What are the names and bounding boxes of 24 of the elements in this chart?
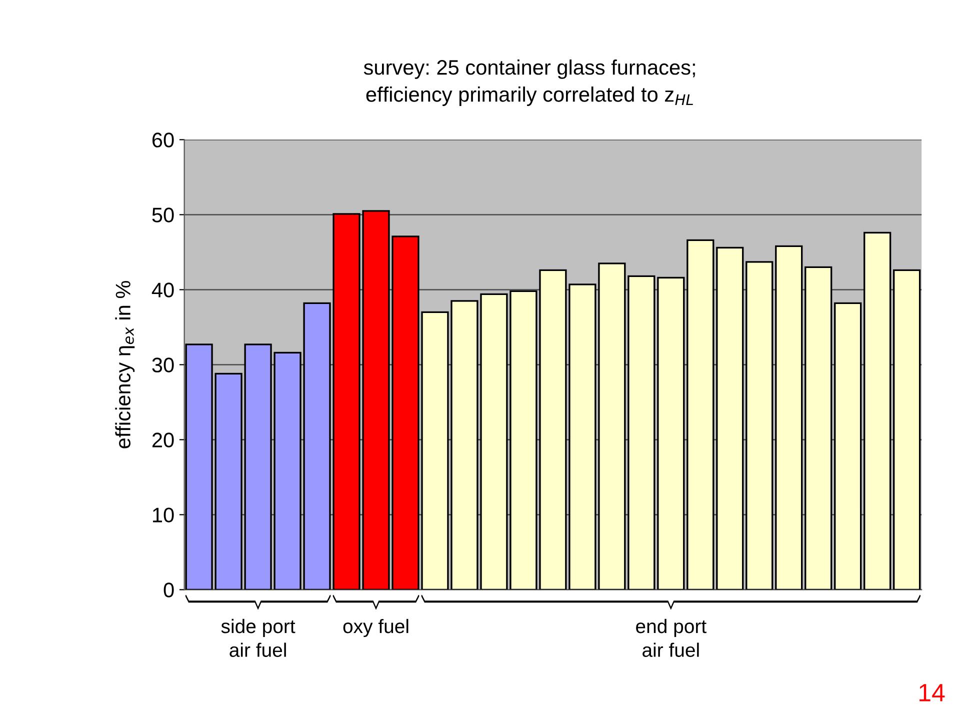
bar xyxy=(598,262,626,590)
y-tick-label: 0 xyxy=(164,582,174,598)
text: oxy fuel xyxy=(343,618,408,638)
y-tick-label: 30 xyxy=(152,358,174,372)
text: 14 xyxy=(920,684,945,702)
text: end port air fuel xyxy=(636,618,706,657)
y-tick-label: 10 xyxy=(153,508,174,522)
text: side port air fuel xyxy=(221,618,296,657)
bar xyxy=(686,239,714,590)
y-tick-label: 50 xyxy=(152,208,174,222)
bar xyxy=(834,302,862,590)
bar xyxy=(864,232,892,590)
bar xyxy=(775,245,803,590)
bar xyxy=(716,246,744,590)
y-tick-label: 20 xyxy=(152,432,174,448)
bar xyxy=(804,266,832,590)
bar xyxy=(657,276,685,590)
y-tick-label: 60 xyxy=(152,132,174,148)
bar xyxy=(628,275,656,590)
y-axis-title: efficiency η$_{ex}$ in % xyxy=(115,280,135,448)
y-tick-label: 40 xyxy=(152,282,174,298)
bar xyxy=(893,269,921,590)
bar xyxy=(746,261,774,590)
chart-title: survey: 25 container glass furnaces; efficiency primarily correlated to z$_{HL}$ xyxy=(364,59,695,106)
